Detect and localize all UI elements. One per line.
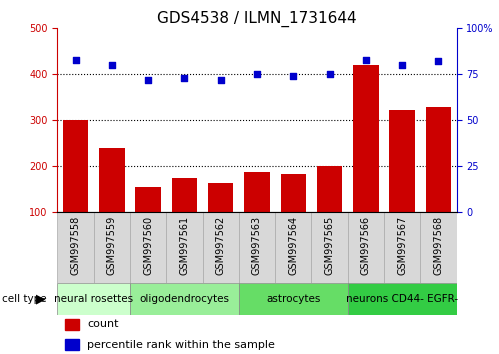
- Text: cell type: cell type: [2, 294, 47, 304]
- Bar: [239, 212, 275, 283]
- Bar: [135, 187, 161, 212]
- Bar: [65, 339, 79, 350]
- Text: ▶: ▶: [36, 293, 46, 306]
- Bar: [166, 212, 203, 283]
- Title: GDS4538 / ILMN_1731644: GDS4538 / ILMN_1731644: [157, 11, 357, 27]
- Point: [325, 72, 333, 77]
- Bar: [208, 183, 234, 212]
- Bar: [245, 172, 269, 212]
- Text: astrocytes: astrocytes: [266, 294, 320, 304]
- Text: GSM997563: GSM997563: [252, 216, 262, 275]
- Text: GSM997561: GSM997561: [180, 216, 190, 275]
- Text: GSM997568: GSM997568: [434, 216, 444, 275]
- Bar: [389, 110, 415, 212]
- Bar: [384, 212, 420, 283]
- Bar: [420, 212, 457, 283]
- Bar: [275, 212, 311, 283]
- Point: [435, 59, 443, 64]
- Text: GSM997564: GSM997564: [288, 216, 298, 275]
- Text: oligodendrocytes: oligodendrocytes: [139, 294, 230, 304]
- Point: [71, 57, 79, 62]
- Bar: [99, 148, 125, 212]
- Bar: [63, 120, 88, 212]
- Text: count: count: [87, 319, 119, 330]
- Text: GSM997566: GSM997566: [361, 216, 371, 275]
- Bar: [353, 65, 379, 212]
- Point: [181, 75, 189, 81]
- Text: GSM997562: GSM997562: [216, 216, 226, 275]
- Text: GSM997558: GSM997558: [70, 216, 80, 275]
- Bar: [239, 283, 348, 315]
- Text: GSM997559: GSM997559: [107, 216, 117, 275]
- Bar: [130, 283, 239, 315]
- Bar: [348, 212, 384, 283]
- Bar: [130, 212, 166, 283]
- Point: [253, 72, 261, 77]
- Bar: [94, 212, 130, 283]
- Point: [217, 77, 225, 83]
- Point: [144, 77, 152, 83]
- Bar: [57, 283, 130, 315]
- Point: [398, 62, 406, 68]
- Point: [108, 62, 116, 68]
- Text: GSM997560: GSM997560: [143, 216, 153, 275]
- Bar: [317, 166, 342, 212]
- Bar: [203, 212, 239, 283]
- Point: [289, 73, 297, 79]
- Text: neurons CD44- EGFR-: neurons CD44- EGFR-: [346, 294, 458, 304]
- Bar: [311, 212, 348, 283]
- Text: GSM997567: GSM997567: [397, 216, 407, 275]
- Bar: [65, 319, 79, 330]
- Bar: [280, 174, 306, 212]
- Bar: [426, 108, 451, 212]
- Text: neural rosettes: neural rosettes: [54, 294, 133, 304]
- Text: GSM997565: GSM997565: [324, 216, 334, 275]
- Bar: [172, 178, 197, 212]
- Point: [362, 57, 370, 62]
- Bar: [57, 212, 94, 283]
- Text: percentile rank within the sample: percentile rank within the sample: [87, 339, 275, 350]
- Bar: [348, 283, 457, 315]
